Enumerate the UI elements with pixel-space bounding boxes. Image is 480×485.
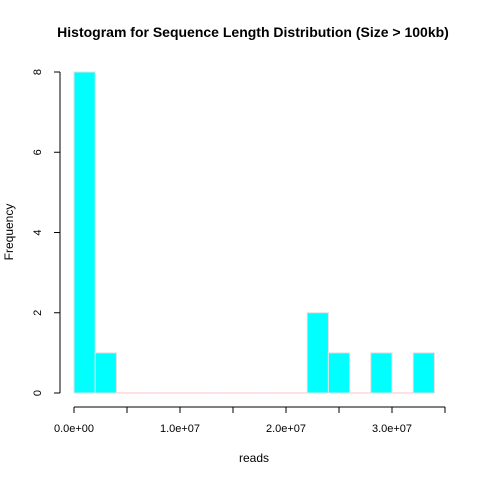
y-axis: 0 2 4 6 8 bbox=[32, 69, 61, 396]
x-tick-label: 2.0e+07 bbox=[266, 423, 306, 435]
histogram-bars bbox=[73, 71, 435, 394]
histogram-bar bbox=[412, 352, 435, 394]
x-tick-label: 0.0e+00 bbox=[54, 423, 94, 435]
x-tick-label: 3.0e+07 bbox=[372, 423, 412, 435]
histogram-bar bbox=[73, 71, 96, 394]
y-tick-label: 8 bbox=[32, 69, 44, 75]
x-axis: 0.0e+00 1.0e+07 2.0e+07 3.0e+07 bbox=[54, 406, 446, 435]
y-tick-label: 2 bbox=[32, 310, 44, 316]
x-tick-label: 1.0e+07 bbox=[160, 423, 200, 435]
histogram-bar bbox=[306, 312, 329, 394]
x-axis-label: reads bbox=[239, 451, 269, 465]
chart-title: Histogram for Sequence Length Distributi… bbox=[57, 24, 449, 40]
histogram-bar bbox=[327, 352, 351, 394]
y-tick-label: 4 bbox=[32, 229, 44, 235]
histogram-bar bbox=[94, 352, 117, 394]
histogram-bar bbox=[370, 352, 393, 394]
y-tick-label: 0 bbox=[32, 390, 44, 396]
y-tick-label: 6 bbox=[32, 149, 44, 155]
y-axis-label: Frequency bbox=[2, 204, 16, 261]
